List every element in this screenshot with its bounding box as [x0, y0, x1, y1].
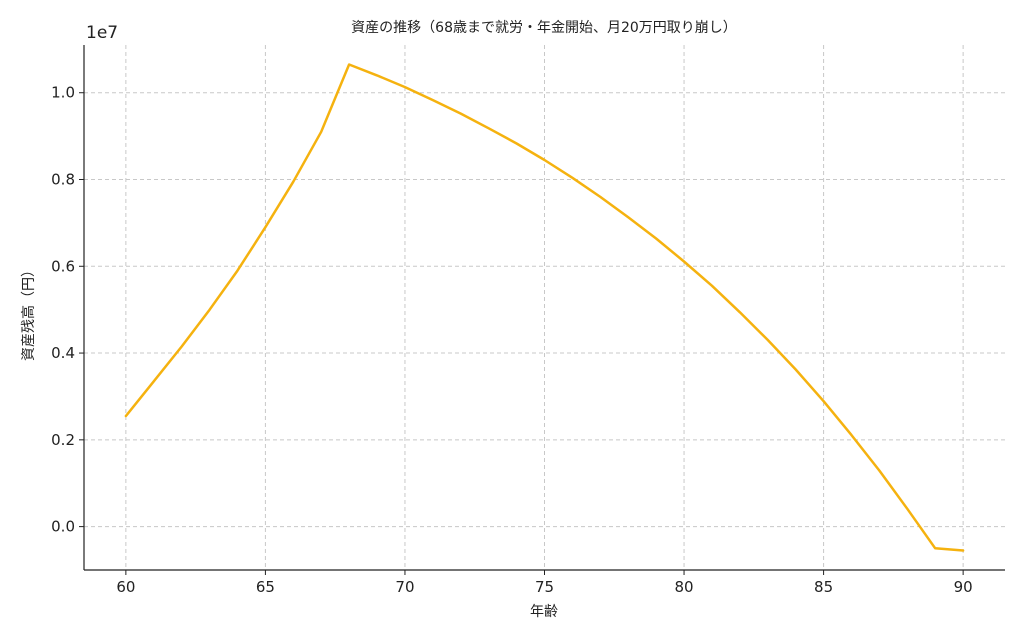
y-tick-label: 0.0 [51, 518, 75, 536]
series-group [124, 63, 965, 552]
y-axis-label: 資産残高（円） [20, 263, 37, 361]
chart-title: 資産の推移（68歳まで就労・年金開始、月20万円取り崩し） [351, 20, 737, 36]
y-tick-label: 0.6 [51, 257, 75, 275]
x-tick-label: 80 [674, 578, 693, 596]
y-axis-ticks: 0.0 0.2 0.4 0.6 0.8 1.0 [51, 84, 84, 536]
y-tick-label: 0.2 [51, 431, 75, 449]
grid [84, 45, 1005, 570]
x-tick-label: 90 [954, 578, 973, 596]
x-tick-label: 75 [535, 578, 554, 596]
y-tick-label: 0.8 [51, 171, 75, 189]
y-tick-label: 0.4 [51, 344, 75, 362]
x-tick-label: 60 [116, 578, 135, 596]
x-axis-ticks: 60 65 70 75 80 85 90 [116, 570, 973, 596]
y-offset-label: 1e7 [86, 23, 118, 43]
x-tick-label: 85 [814, 578, 833, 596]
y-tick-label: 1.0 [51, 84, 75, 102]
x-tick-label: 65 [256, 578, 275, 596]
series-line [124, 63, 965, 552]
x-tick-label: 70 [395, 578, 414, 596]
x-axis-label: 年齢 [530, 604, 558, 620]
